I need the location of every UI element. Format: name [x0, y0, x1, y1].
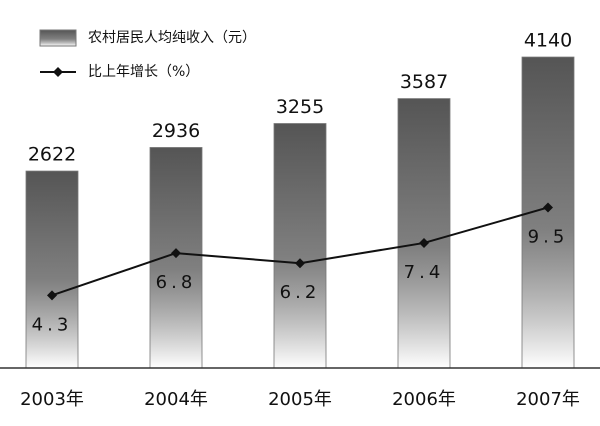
- bar: [397, 98, 451, 369]
- legend-label: 比上年增长（%）: [88, 64, 199, 80]
- bar-value-label: 3255: [276, 96, 324, 118]
- line-value-label: 4.3: [32, 314, 73, 335]
- bar-value-label: 2936: [152, 120, 200, 142]
- line-marker: [171, 248, 181, 259]
- line-marker: [295, 258, 305, 269]
- legend-label: 农村居民人均纯收入（元）: [88, 30, 256, 46]
- bar: [25, 170, 79, 369]
- legend-marker: [53, 67, 63, 77]
- line-value-label: 7.4: [404, 262, 445, 283]
- x-tick-label: 2003年: [20, 389, 84, 410]
- legend-swatch: [39, 29, 77, 47]
- bar-value-label: 4140: [524, 30, 572, 52]
- line-marker: [47, 290, 57, 301]
- line-value-label: 6.8: [156, 272, 197, 293]
- line-marker: [543, 202, 553, 213]
- line-value-label: 9.5: [528, 226, 569, 247]
- x-tick-label: 2004年: [144, 389, 208, 410]
- bar: [273, 123, 327, 369]
- line-marker: [419, 237, 429, 248]
- x-tick-label: 2005年: [268, 389, 332, 410]
- x-tick-label: 2007年: [516, 389, 580, 410]
- x-tick-label: 2006年: [392, 389, 456, 410]
- line-value-label: 6.2: [280, 282, 321, 303]
- bar-value-label: 2622: [28, 144, 76, 166]
- bar-value-label: 3587: [400, 71, 448, 93]
